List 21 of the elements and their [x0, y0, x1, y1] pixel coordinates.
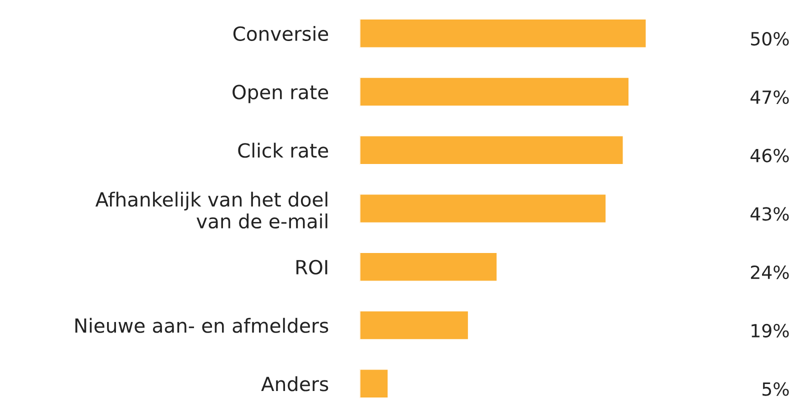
- y-tick-label: ROI: [296, 260, 328, 275]
- bar: [360, 134, 624, 166]
- data-label: 19%: [752, 324, 789, 338]
- y-tick-label: Afhankelijk van het doel van de e-mail: [95, 192, 328, 229]
- data-label: 43%: [750, 207, 789, 221]
- data-label: 46%: [750, 148, 789, 162]
- bar: [360, 368, 390, 399]
- bar: [360, 193, 607, 224]
- data-label: 47%: [750, 90, 789, 104]
- y-tick-label: Click rate: [238, 142, 328, 158]
- data-label: 50%: [751, 32, 789, 46]
- y-tick-label: Open rate: [232, 84, 328, 104]
- bar: [360, 252, 498, 282]
- y-tick-label: Conversie: [233, 26, 328, 42]
- bar: [360, 76, 630, 108]
- y-tick-label: Nieuwe aan- en afmelders: [75, 318, 328, 333]
- y-tick-label: Anders: [261, 376, 328, 392]
- data-label: 24%: [750, 265, 789, 280]
- data-label: 5%: [762, 382, 789, 396]
- bar: [360, 18, 648, 49]
- bar: [360, 310, 470, 341]
